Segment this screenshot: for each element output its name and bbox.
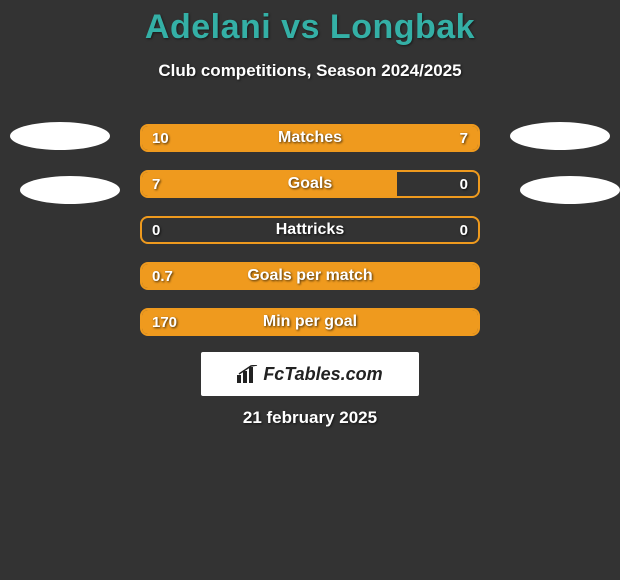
page-subtitle: Club competitions, Season 2024/2025 [0, 61, 620, 81]
player-right-ellipse-2 [520, 176, 620, 204]
footer-date: 21 february 2025 [0, 408, 620, 428]
stat-label: Hattricks [142, 218, 478, 242]
watermark-text: FcTables.com [263, 364, 382, 385]
stat-row-goals-per-match: 0.7 Goals per match [140, 262, 480, 290]
stat-label: Goals [142, 172, 478, 196]
stat-row-hattricks: 0 Hattricks 0 [140, 216, 480, 244]
stat-value-right: 7 [460, 126, 468, 150]
stat-label: Goals per match [142, 264, 478, 288]
stat-row-min-per-goal: 170 Min per goal [140, 308, 480, 336]
stat-row-goals: 7 Goals 0 [140, 170, 480, 198]
player-right-ellipse-1 [510, 122, 610, 150]
comparison-infographic: Adelani vs Longbak Club competitions, Se… [0, 0, 620, 580]
chart-icon [237, 365, 259, 383]
page-title: Adelani vs Longbak [0, 0, 620, 47]
player-left-ellipse-1 [10, 122, 110, 150]
stat-value-right: 0 [460, 218, 468, 242]
player-left-ellipse-2 [20, 176, 120, 204]
stat-label: Matches [142, 126, 478, 150]
watermark-badge: FcTables.com [201, 352, 419, 396]
stat-label: Min per goal [142, 310, 478, 334]
stat-value-right: 0 [460, 172, 468, 196]
stat-row-matches: 10 Matches 7 [140, 124, 480, 152]
